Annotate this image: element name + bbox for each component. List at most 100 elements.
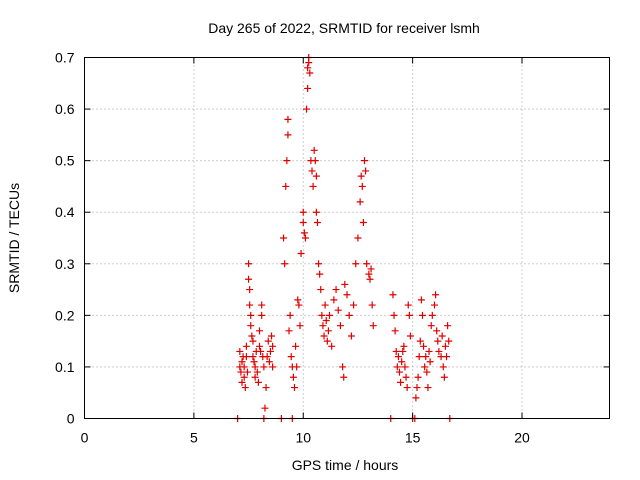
data-point [245,275,253,283]
data-point [282,182,290,190]
data-point [253,368,261,376]
data-point [283,157,291,165]
data-point [336,322,344,330]
data-point [238,378,246,386]
data-point [423,368,431,376]
data-points [234,54,454,422]
data-point [324,327,332,335]
data-point [369,322,377,330]
data-point [343,291,351,299]
chart-title: Day 265 of 2022, SRMTID for receiver lsm… [208,20,480,36]
data-point [309,182,317,190]
y-axis-label: SRMTID / TECUs [6,183,22,293]
data-point [286,311,294,319]
data-point [304,84,312,92]
data-point [427,322,435,330]
data-point [311,157,319,165]
data-point [292,342,300,350]
data-point [269,342,277,350]
data-point [362,167,370,175]
data-point [350,301,358,309]
data-point [323,337,331,345]
x-tick-label: 15 [405,430,421,446]
data-point [247,322,255,330]
data-point [320,332,328,340]
data-point [339,363,347,371]
data-point [341,280,349,288]
data-point [265,358,273,366]
data-point [281,260,289,268]
data-point [308,167,316,175]
data-point [352,260,360,268]
data-point [392,347,400,355]
data-point [417,296,425,304]
data-point [285,327,293,335]
data-point [242,353,250,361]
data-point [312,172,320,180]
data-point [284,115,292,123]
data-point [433,327,441,335]
data-point [391,327,399,335]
data-point [303,105,311,113]
data-point [438,332,446,340]
data-point [401,363,409,371]
data-point [254,378,262,386]
data-point [434,337,442,345]
data-point [406,332,414,340]
grid-lines [84,57,610,419]
data-point [412,394,420,402]
data-point [248,332,256,340]
data-point [413,384,421,392]
data-point [432,291,440,299]
data-point [304,64,312,72]
data-point [334,306,342,314]
data-point [404,301,412,309]
data-point [251,373,259,381]
data-point [330,296,338,304]
data-point [297,249,305,257]
data-point [299,208,307,216]
data-point [416,337,424,345]
data-point [256,342,263,350]
data-point [332,286,340,294]
data-point [326,311,333,319]
data-point [359,219,367,227]
data-point [347,332,355,340]
data-point [260,363,268,371]
data-point [368,301,376,309]
data-point [261,404,269,412]
plot-frame [84,57,610,419]
data-point [249,337,257,345]
data-point [243,368,251,376]
data-point [317,286,325,294]
data-point [293,363,301,371]
data-point [431,301,438,309]
data-point [366,275,374,283]
data-point [443,353,451,361]
data-point [440,373,448,381]
data-point [403,384,411,392]
data-point [262,384,270,392]
data-point [321,301,329,309]
data-point [246,301,254,309]
data-point [246,286,254,294]
data-point [441,342,449,350]
data-point [240,363,248,371]
data-point [266,347,274,355]
data-point [358,182,366,190]
data-point [312,208,320,216]
data-point [389,291,397,299]
data-point [420,342,428,350]
data-point [363,260,371,268]
data-point [313,219,321,227]
x-tick-label: 0 [81,430,89,446]
data-point [354,234,362,242]
x-tick-label: 5 [190,430,198,446]
data-point [236,347,244,355]
data-point [300,229,308,237]
data-point [426,358,434,366]
data-point [299,219,307,227]
data-point [268,332,276,340]
data-point [322,317,330,325]
